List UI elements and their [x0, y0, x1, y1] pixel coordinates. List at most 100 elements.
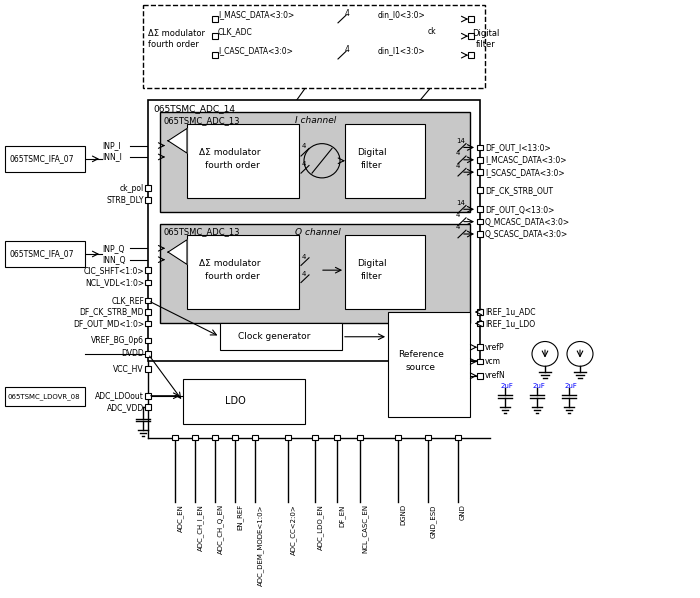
- FancyBboxPatch shape: [5, 240, 85, 267]
- Text: NCL_VDL<1:0>: NCL_VDL<1:0>: [85, 278, 144, 287]
- FancyBboxPatch shape: [345, 235, 425, 309]
- FancyBboxPatch shape: [477, 157, 483, 163]
- Text: INN_Q: INN_Q: [102, 255, 125, 264]
- FancyBboxPatch shape: [143, 5, 485, 89]
- Text: DF_OUT_Q<13:0>: DF_OUT_Q<13:0>: [485, 205, 554, 213]
- FancyBboxPatch shape: [477, 321, 483, 327]
- Text: fourth order: fourth order: [205, 161, 260, 170]
- FancyBboxPatch shape: [145, 280, 151, 285]
- Text: Digital: Digital: [472, 29, 499, 38]
- Polygon shape: [168, 129, 187, 153]
- FancyBboxPatch shape: [212, 16, 218, 22]
- FancyBboxPatch shape: [477, 231, 483, 237]
- Text: ΔΣ modulator: ΔΣ modulator: [199, 148, 260, 157]
- Text: 4: 4: [302, 144, 307, 150]
- Text: fourth order: fourth order: [205, 272, 260, 281]
- FancyBboxPatch shape: [220, 324, 342, 350]
- Text: LDO: LDO: [225, 396, 246, 407]
- Text: ADC_VDD: ADC_VDD: [106, 402, 144, 411]
- Text: ADC_DEM_MODE<1:0>: ADC_DEM_MODE<1:0>: [257, 504, 264, 585]
- FancyBboxPatch shape: [187, 235, 299, 309]
- Text: ADC_EN: ADC_EN: [177, 504, 183, 532]
- Text: 2uF: 2uF: [501, 383, 514, 389]
- FancyBboxPatch shape: [477, 206, 483, 212]
- FancyBboxPatch shape: [145, 393, 151, 399]
- FancyBboxPatch shape: [212, 33, 218, 39]
- Text: CLK_ADC: CLK_ADC: [218, 27, 253, 36]
- FancyBboxPatch shape: [145, 321, 151, 327]
- Text: filter: filter: [476, 40, 496, 49]
- Text: I_MASC_DATA<3:0>: I_MASC_DATA<3:0>: [218, 10, 294, 19]
- Text: DVDD: DVDD: [121, 349, 144, 358]
- Text: 4: 4: [345, 45, 350, 54]
- Text: vrefN: vrefN: [485, 371, 505, 380]
- FancyBboxPatch shape: [468, 16, 474, 22]
- Text: Q_MCASC_DATA<3:0>: Q_MCASC_DATA<3:0>: [485, 217, 570, 226]
- Text: filter: filter: [361, 161, 382, 170]
- FancyBboxPatch shape: [425, 435, 431, 441]
- Text: DGND: DGND: [400, 504, 406, 525]
- Text: 4: 4: [456, 163, 461, 169]
- Text: Q_SCASC_DATA<3:0>: Q_SCASC_DATA<3:0>: [485, 230, 568, 239]
- Text: 4: 4: [302, 254, 307, 260]
- Text: EN_REF: EN_REF: [237, 504, 244, 530]
- Text: 2uF: 2uF: [565, 383, 578, 389]
- Text: Q channel: Q channel: [295, 228, 341, 237]
- FancyBboxPatch shape: [160, 224, 470, 324]
- Text: 14: 14: [456, 138, 465, 144]
- FancyBboxPatch shape: [345, 124, 425, 198]
- Text: INN_I: INN_I: [102, 152, 122, 161]
- Text: ΔΣ modulator: ΔΣ modulator: [148, 29, 205, 38]
- Text: IREF_1u_ADC: IREF_1u_ADC: [485, 307, 536, 316]
- Text: 065TSMC_LDOVR_08: 065TSMC_LDOVR_08: [7, 393, 80, 400]
- Text: CIC_SHFT<1:0>: CIC_SHFT<1:0>: [83, 266, 144, 274]
- Text: Reference: Reference: [398, 350, 444, 359]
- FancyBboxPatch shape: [395, 435, 401, 441]
- Text: 065TSMC_ADC_13: 065TSMC_ADC_13: [163, 117, 239, 126]
- Text: source: source: [406, 363, 436, 372]
- Text: VREF_BG_0p6: VREF_BG_0p6: [91, 336, 144, 345]
- Text: ADC_LDOout: ADC_LDOout: [95, 391, 144, 400]
- Text: I channel: I channel: [295, 117, 336, 126]
- Text: filter: filter: [361, 272, 382, 281]
- Text: fourth order: fourth order: [148, 40, 199, 49]
- FancyBboxPatch shape: [357, 435, 363, 441]
- FancyBboxPatch shape: [388, 312, 470, 417]
- FancyBboxPatch shape: [334, 435, 340, 441]
- Text: ADC_LDO_EN: ADC_LDO_EN: [317, 504, 323, 550]
- Text: Digital: Digital: [357, 259, 386, 268]
- Text: Clock generator: Clock generator: [238, 332, 310, 341]
- FancyBboxPatch shape: [477, 169, 483, 175]
- Text: NCL_CASC_EN: NCL_CASC_EN: [362, 504, 369, 553]
- Text: INP_Q: INP_Q: [102, 244, 125, 253]
- Text: VCC_HV: VCC_HV: [113, 365, 144, 374]
- Text: vrefP: vrefP: [485, 343, 505, 352]
- Text: 065TSMC_ADC_13: 065TSMC_ADC_13: [163, 228, 239, 237]
- Polygon shape: [168, 240, 187, 264]
- FancyBboxPatch shape: [477, 344, 483, 350]
- Text: I_CASC_DATA<3:0>: I_CASC_DATA<3:0>: [218, 46, 293, 55]
- FancyBboxPatch shape: [5, 387, 85, 406]
- FancyBboxPatch shape: [145, 197, 151, 203]
- Text: 4: 4: [456, 224, 461, 230]
- FancyBboxPatch shape: [192, 435, 198, 441]
- Text: 065TSMC_ADC_14: 065TSMC_ADC_14: [153, 104, 235, 113]
- FancyBboxPatch shape: [148, 100, 480, 361]
- Text: DF_EN: DF_EN: [339, 504, 346, 527]
- FancyBboxPatch shape: [477, 145, 483, 150]
- Text: 4: 4: [345, 9, 350, 18]
- Text: IREF_1u_LDO: IREF_1u_LDO: [485, 319, 535, 328]
- FancyBboxPatch shape: [145, 185, 151, 191]
- Text: 065TSMC_IFA_07: 065TSMC_IFA_07: [10, 249, 74, 258]
- FancyBboxPatch shape: [145, 404, 151, 410]
- FancyBboxPatch shape: [183, 379, 305, 424]
- Text: Digital: Digital: [357, 148, 386, 157]
- FancyBboxPatch shape: [187, 124, 299, 198]
- Text: 065TSMC_IFA_07: 065TSMC_IFA_07: [10, 154, 74, 163]
- Text: ADC_CC<2:0>: ADC_CC<2:0>: [290, 504, 297, 555]
- FancyBboxPatch shape: [212, 435, 218, 441]
- FancyBboxPatch shape: [145, 267, 151, 273]
- FancyBboxPatch shape: [468, 33, 474, 39]
- FancyBboxPatch shape: [285, 435, 291, 441]
- FancyBboxPatch shape: [145, 366, 151, 372]
